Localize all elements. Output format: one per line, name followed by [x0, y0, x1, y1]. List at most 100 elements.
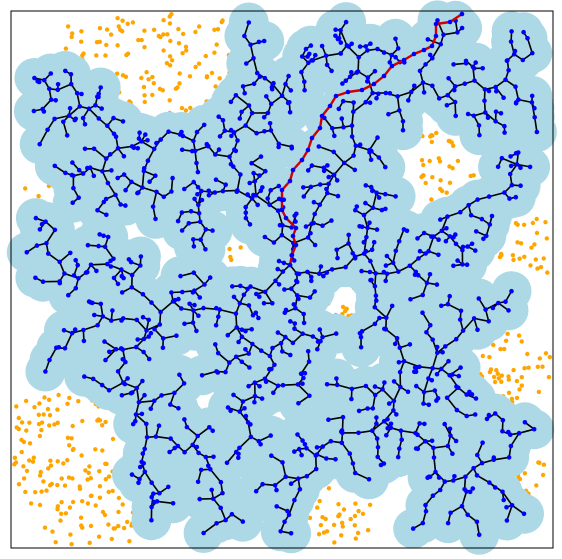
tree-node	[525, 36, 530, 41]
tree-node	[209, 488, 214, 493]
tree-node	[302, 79, 307, 84]
tree-node	[235, 138, 240, 143]
tree-node	[283, 335, 288, 340]
tree-node	[372, 240, 377, 245]
free-sample-point	[67, 396, 71, 400]
free-sample-point	[197, 62, 201, 66]
tree-node	[364, 384, 369, 389]
tree-node	[94, 269, 99, 274]
tree-node	[252, 400, 257, 405]
free-sample-point	[540, 365, 544, 369]
tree-node	[481, 237, 486, 242]
tree-node	[214, 521, 219, 526]
tree-node	[149, 300, 154, 305]
free-sample-point	[210, 71, 214, 75]
tree-node	[49, 97, 54, 102]
tree-node	[360, 225, 365, 230]
tree-node	[375, 436, 380, 441]
tree-node	[521, 30, 526, 35]
free-sample-point	[111, 437, 115, 441]
tree-node	[236, 456, 241, 461]
tree-node	[92, 147, 97, 152]
tree-node	[442, 422, 447, 427]
tree-node	[374, 96, 379, 101]
tree-node	[472, 66, 477, 71]
tree-node	[301, 376, 306, 381]
tree-node	[405, 229, 410, 234]
tree-node	[358, 142, 363, 147]
tree-node	[307, 359, 312, 364]
tree-node	[394, 412, 399, 417]
tree-node	[195, 434, 200, 439]
tree-node	[142, 393, 147, 398]
tree-node	[86, 243, 91, 248]
tree-node	[89, 263, 94, 268]
tree-node	[216, 370, 221, 375]
tree-node	[129, 180, 134, 185]
tree-node	[340, 116, 345, 121]
tree-node	[154, 190, 159, 195]
tree-node	[466, 203, 471, 208]
tree-node	[243, 123, 248, 128]
tree-node	[502, 130, 507, 135]
free-sample-point	[531, 221, 535, 225]
free-sample-point	[510, 397, 514, 401]
tree-node	[269, 453, 274, 458]
free-sample-point	[325, 529, 329, 533]
free-sample-point	[47, 423, 51, 427]
tree-node	[515, 162, 520, 167]
tree-node	[42, 78, 47, 83]
tree-node	[532, 106, 537, 111]
tree-node	[234, 325, 239, 330]
free-sample-point	[428, 159, 432, 163]
tree-node	[374, 293, 379, 298]
tree-node	[257, 294, 262, 299]
tree-node	[231, 393, 236, 398]
tree-node	[432, 455, 437, 460]
tree-node	[235, 189, 240, 194]
tree-node	[353, 168, 358, 173]
free-sample-point	[139, 76, 143, 80]
tree-node	[254, 131, 259, 136]
free-sample-point	[97, 469, 101, 473]
tree-node	[285, 509, 290, 514]
tree-node	[367, 220, 372, 225]
tree-node	[307, 52, 312, 57]
tree-node	[530, 94, 535, 99]
tree-node	[368, 100, 373, 105]
solution-path-node	[288, 263, 293, 268]
tree-node	[259, 154, 264, 159]
free-sample-point	[197, 24, 201, 28]
tree-node	[350, 123, 355, 128]
tree-node	[251, 171, 256, 176]
tree-node	[500, 429, 505, 434]
free-sample-point	[534, 483, 538, 487]
tree-node	[330, 126, 335, 131]
tree-node	[430, 366, 435, 371]
tree-node	[142, 337, 147, 342]
free-sample-point	[17, 482, 21, 486]
free-sample-point	[25, 469, 29, 473]
free-sample-point	[534, 257, 538, 261]
free-sample-point	[430, 140, 434, 144]
tree-node	[466, 112, 471, 117]
tree-node	[422, 390, 427, 395]
tree-node	[477, 533, 482, 538]
free-sample-point	[125, 520, 129, 524]
tree-node	[417, 365, 422, 370]
tree-node	[253, 394, 258, 399]
tree-node	[358, 44, 363, 49]
free-sample-point	[115, 16, 119, 20]
tree-node	[158, 322, 163, 327]
free-sample-point	[168, 63, 172, 67]
tree-node	[221, 189, 226, 194]
tree-node	[199, 468, 204, 473]
free-sample-point	[168, 98, 172, 102]
tree-node	[251, 56, 256, 61]
free-sample-point	[61, 461, 65, 465]
tree-node	[101, 234, 106, 239]
tree-node	[503, 78, 508, 83]
tree-node	[338, 28, 343, 33]
tree-node	[393, 55, 398, 60]
